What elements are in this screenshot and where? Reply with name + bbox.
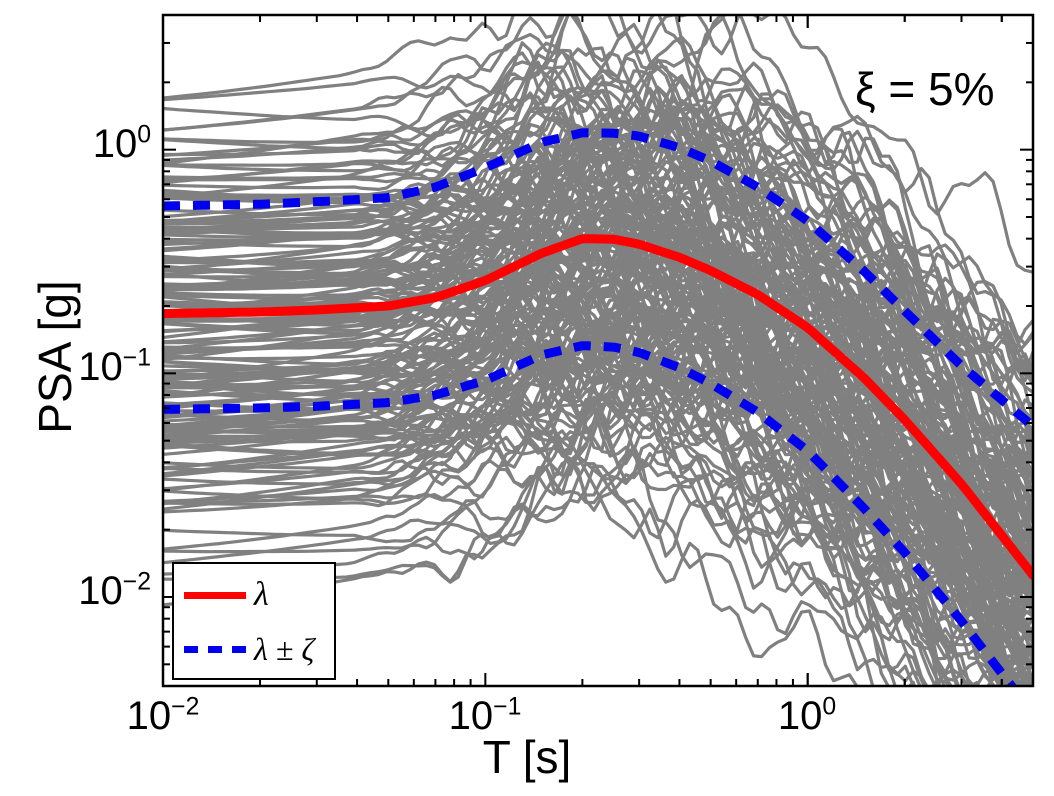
legend-swatch-solid-red	[184, 591, 246, 599]
legend: λ λ ± ζ	[172, 562, 336, 680]
legend-label-lambda-pm-zeta: λ ± ζ	[254, 630, 315, 667]
legend-item-lambda-pm-zeta: λ ± ζ	[174, 624, 338, 674]
ensemble-curves	[163, 15, 1033, 686]
legend-label-lambda: λ	[254, 576, 269, 613]
y-tick-label-1em1: 10−1	[78, 344, 151, 390]
x-axis-label: T [s]	[482, 731, 572, 783]
y-tick-label-1em2: 10−2	[78, 568, 151, 613]
legend-item-lambda: λ	[174, 570, 338, 620]
legend-swatch-dashed-blue	[184, 645, 246, 653]
y-tick-label-1e0: 100	[92, 121, 151, 166]
axes-box	[161, 13, 1035, 688]
x-tick-label-1e0: 100	[777, 693, 837, 738]
statistic-curves	[163, 128, 1033, 686]
x-tick-label-1em2: 10−2	[126, 693, 200, 738]
damping-annotation: ξ = 5%	[855, 63, 995, 115]
x-tick-label-1em1: 10−1	[448, 693, 522, 738]
y-axis-label: PSA [g]	[29, 280, 81, 434]
